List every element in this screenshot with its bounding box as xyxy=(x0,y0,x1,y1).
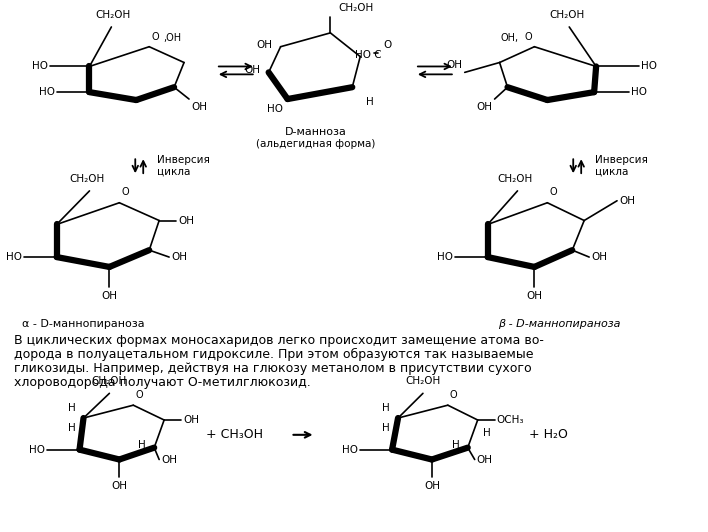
Text: HO: HO xyxy=(32,62,47,71)
Text: хлороводорода получают О-метилглюкозид.: хлороводорода получают О-метилглюкозид. xyxy=(14,376,311,388)
Text: OH: OH xyxy=(424,481,440,491)
Text: OH: OH xyxy=(183,415,199,425)
Text: HO: HO xyxy=(267,104,282,114)
Text: OH: OH xyxy=(476,102,493,112)
Text: HO: HO xyxy=(29,445,45,455)
Text: D-манноза: D-манноза xyxy=(285,127,346,137)
Text: O: O xyxy=(152,32,159,42)
Text: O: O xyxy=(121,187,129,197)
Text: OH: OH xyxy=(447,61,463,70)
Text: OH: OH xyxy=(619,196,635,206)
Text: OH: OH xyxy=(476,454,493,464)
Text: OH: OH xyxy=(591,252,607,262)
Text: OH: OH xyxy=(191,102,207,112)
Text: OH: OH xyxy=(178,215,194,226)
Text: O: O xyxy=(135,390,143,400)
Text: CH₂OH: CH₂OH xyxy=(92,377,127,386)
Text: O: O xyxy=(450,390,457,400)
Text: CH₂OH: CH₂OH xyxy=(70,174,105,184)
Text: HO: HO xyxy=(641,62,657,71)
Text: O: O xyxy=(383,40,392,49)
Text: + H₂O: + H₂O xyxy=(530,428,569,442)
Text: HO: HO xyxy=(39,87,55,97)
Text: H: H xyxy=(483,428,491,438)
Text: OH: OH xyxy=(171,252,187,262)
Text: CH₂OH: CH₂OH xyxy=(549,10,585,20)
Text: HO: HO xyxy=(437,252,453,262)
Text: CH₂OH: CH₂OH xyxy=(338,3,374,13)
Text: гликозиды. Например, действуя на глюкозу метанолом в присутствии сухого: гликозиды. Например, действуя на глюкозу… xyxy=(14,362,532,375)
Text: + CH₃OH: + CH₃OH xyxy=(206,428,263,442)
Text: H: H xyxy=(382,423,390,433)
Text: H: H xyxy=(366,97,374,107)
Text: Инверсия
цикла: Инверсия цикла xyxy=(595,155,648,177)
Text: H: H xyxy=(68,423,76,433)
Text: HO: HO xyxy=(631,87,647,97)
Text: OH: OH xyxy=(161,454,177,464)
Text: OH: OH xyxy=(527,290,542,301)
Text: HO: HO xyxy=(342,445,358,455)
Text: H: H xyxy=(382,403,390,413)
Text: H: H xyxy=(68,403,76,413)
Text: В циклических формах моносахаридов легко происходит замещение атома во-: В циклических формах моносахаридов легко… xyxy=(14,334,544,347)
Text: CH₂OH: CH₂OH xyxy=(96,10,131,20)
Text: CH₂OH: CH₂OH xyxy=(498,174,533,184)
Text: α - D-маннопираноза: α - D-маннопираноза xyxy=(22,319,145,329)
Text: HO C: HO C xyxy=(355,49,382,60)
Text: β - D-маннопираноза: β - D-маннопираноза xyxy=(498,319,620,329)
Text: H: H xyxy=(139,439,147,450)
Text: ,OH: ,OH xyxy=(163,33,181,43)
Text: O: O xyxy=(525,32,532,42)
Text: OH: OH xyxy=(256,40,273,49)
Text: OCH₃: OCH₃ xyxy=(496,415,524,425)
Text: OH: OH xyxy=(111,481,127,491)
Text: OH: OH xyxy=(101,290,118,301)
Text: OH: OH xyxy=(245,65,261,76)
Text: H: H xyxy=(452,439,459,450)
Text: дорода в полуацетальном гидроксиле. При этом образуются так называемые: дорода в полуацетальном гидроксиле. При … xyxy=(14,348,533,361)
Text: O: O xyxy=(549,187,557,197)
Text: (альдегидная форма): (альдегидная форма) xyxy=(256,138,375,148)
Text: OH,: OH, xyxy=(501,33,518,43)
Text: HO: HO xyxy=(6,252,22,262)
Text: Инверсия
цикла: Инверсия цикла xyxy=(157,155,210,177)
Text: CH₂OH: CH₂OH xyxy=(405,377,440,386)
